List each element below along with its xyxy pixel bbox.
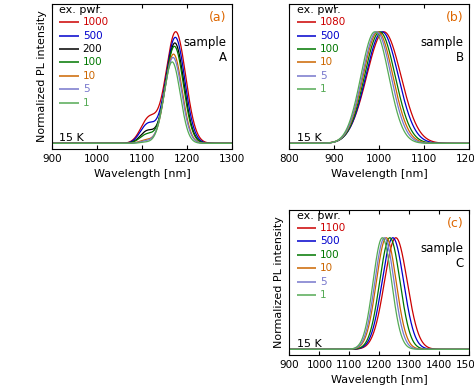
Text: 200: 200 xyxy=(82,44,102,54)
X-axis label: Wavelength [nm]: Wavelength [nm] xyxy=(331,375,428,385)
Text: sample
A: sample A xyxy=(183,36,227,64)
Text: 100: 100 xyxy=(320,44,340,54)
Text: 15 K: 15 K xyxy=(59,133,84,143)
Text: 500: 500 xyxy=(320,30,340,41)
Text: ex. pwr.: ex. pwr. xyxy=(297,211,340,221)
Text: 5: 5 xyxy=(320,277,327,287)
Text: (b): (b) xyxy=(446,11,464,24)
Text: 1080: 1080 xyxy=(320,17,346,27)
Text: 1000: 1000 xyxy=(82,17,109,27)
Text: ex. pwr.: ex. pwr. xyxy=(59,5,103,15)
Text: sample
C: sample C xyxy=(421,242,464,270)
Text: ex. pwr.: ex. pwr. xyxy=(297,5,340,15)
Text: 10: 10 xyxy=(82,71,96,81)
Text: 10: 10 xyxy=(320,57,333,67)
Text: 10: 10 xyxy=(320,264,333,273)
Text: 1: 1 xyxy=(82,98,89,108)
X-axis label: Wavelength [nm]: Wavelength [nm] xyxy=(94,169,191,179)
Text: 100: 100 xyxy=(320,250,340,260)
Text: sample
B: sample B xyxy=(421,36,464,64)
Y-axis label: Normalized PL intensity: Normalized PL intensity xyxy=(274,216,284,348)
Text: 1100: 1100 xyxy=(320,223,346,233)
Text: 5: 5 xyxy=(320,71,327,81)
Text: (c): (c) xyxy=(447,217,464,230)
Text: (a): (a) xyxy=(209,11,227,24)
Text: 1: 1 xyxy=(320,85,327,94)
Text: 15 K: 15 K xyxy=(297,133,321,143)
Text: 5: 5 xyxy=(82,85,89,94)
Text: 1: 1 xyxy=(320,291,327,300)
Text: 500: 500 xyxy=(82,30,102,41)
Y-axis label: Normalized PL intensity: Normalized PL intensity xyxy=(36,11,46,142)
X-axis label: Wavelength [nm]: Wavelength [nm] xyxy=(331,169,428,179)
Text: 100: 100 xyxy=(82,57,102,67)
Text: 500: 500 xyxy=(320,236,340,246)
Text: 15 K: 15 K xyxy=(297,339,321,349)
